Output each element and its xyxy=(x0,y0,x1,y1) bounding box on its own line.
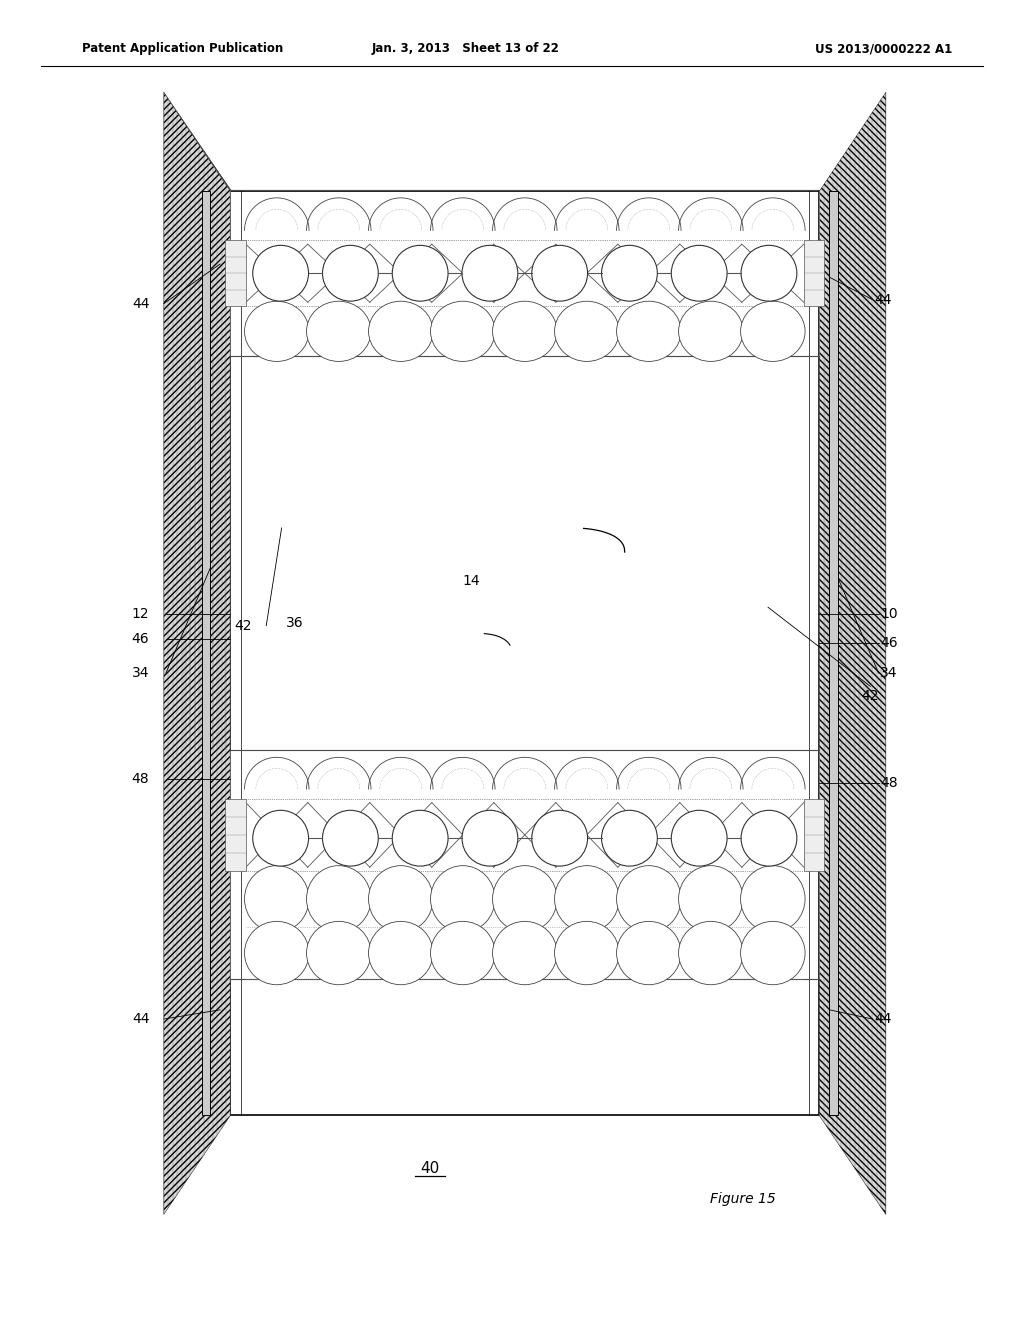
Text: 10: 10 xyxy=(880,607,898,620)
Polygon shape xyxy=(164,92,230,1214)
Bar xyxy=(804,240,824,306)
Text: 12: 12 xyxy=(131,607,150,620)
Ellipse shape xyxy=(306,301,371,362)
Ellipse shape xyxy=(253,246,308,301)
Ellipse shape xyxy=(245,301,309,362)
Ellipse shape xyxy=(672,810,727,866)
Ellipse shape xyxy=(306,866,371,932)
Ellipse shape xyxy=(741,246,797,301)
Text: 44: 44 xyxy=(132,297,151,310)
Bar xyxy=(225,240,246,306)
Polygon shape xyxy=(819,92,886,1214)
Ellipse shape xyxy=(555,921,620,985)
Text: 48: 48 xyxy=(131,772,150,785)
Ellipse shape xyxy=(253,810,308,866)
Ellipse shape xyxy=(369,301,433,362)
Text: 46: 46 xyxy=(880,636,898,649)
Ellipse shape xyxy=(740,866,805,932)
Ellipse shape xyxy=(740,301,805,362)
Ellipse shape xyxy=(493,301,557,362)
Bar xyxy=(225,799,246,871)
Ellipse shape xyxy=(555,866,620,932)
Ellipse shape xyxy=(616,921,681,985)
Ellipse shape xyxy=(462,810,518,866)
Text: Patent Application Publication: Patent Application Publication xyxy=(82,42,284,55)
Ellipse shape xyxy=(392,246,449,301)
Ellipse shape xyxy=(740,921,805,985)
Ellipse shape xyxy=(430,866,495,932)
Ellipse shape xyxy=(616,866,681,932)
Bar xyxy=(202,191,210,1115)
Ellipse shape xyxy=(741,810,797,866)
Ellipse shape xyxy=(531,810,588,866)
Text: 14: 14 xyxy=(462,574,480,587)
Ellipse shape xyxy=(369,921,433,985)
Text: 44: 44 xyxy=(873,1012,892,1026)
Ellipse shape xyxy=(323,810,378,866)
Ellipse shape xyxy=(601,810,657,866)
Ellipse shape xyxy=(493,866,557,932)
Ellipse shape xyxy=(672,246,727,301)
Ellipse shape xyxy=(616,301,681,362)
Ellipse shape xyxy=(392,810,449,866)
Ellipse shape xyxy=(462,246,518,301)
Ellipse shape xyxy=(323,246,378,301)
Ellipse shape xyxy=(531,246,588,301)
Ellipse shape xyxy=(306,921,371,985)
Text: 40: 40 xyxy=(421,1160,439,1176)
Ellipse shape xyxy=(679,921,743,985)
Text: 34: 34 xyxy=(131,667,150,680)
Text: 42: 42 xyxy=(861,689,880,702)
Text: 34: 34 xyxy=(880,667,898,680)
Bar xyxy=(829,191,838,1115)
Ellipse shape xyxy=(430,921,495,985)
Ellipse shape xyxy=(555,301,620,362)
Bar xyxy=(804,799,824,871)
Ellipse shape xyxy=(601,246,657,301)
Bar xyxy=(230,191,819,1115)
Text: 44: 44 xyxy=(873,293,892,306)
Text: 44: 44 xyxy=(132,1012,151,1026)
Text: Figure 15: Figure 15 xyxy=(710,1192,775,1205)
Text: 42: 42 xyxy=(233,619,252,632)
Text: Jan. 3, 2013   Sheet 13 of 22: Jan. 3, 2013 Sheet 13 of 22 xyxy=(372,42,560,55)
Ellipse shape xyxy=(430,301,495,362)
Ellipse shape xyxy=(493,921,557,985)
Text: 36: 36 xyxy=(286,616,304,630)
Ellipse shape xyxy=(679,866,743,932)
Bar xyxy=(230,190,819,356)
Ellipse shape xyxy=(679,301,743,362)
Ellipse shape xyxy=(245,921,309,985)
Ellipse shape xyxy=(369,866,433,932)
Text: 48: 48 xyxy=(880,776,898,789)
Bar xyxy=(230,750,819,979)
Text: US 2013/0000222 A1: US 2013/0000222 A1 xyxy=(815,42,952,55)
Text: 46: 46 xyxy=(131,632,150,645)
Ellipse shape xyxy=(245,866,309,932)
